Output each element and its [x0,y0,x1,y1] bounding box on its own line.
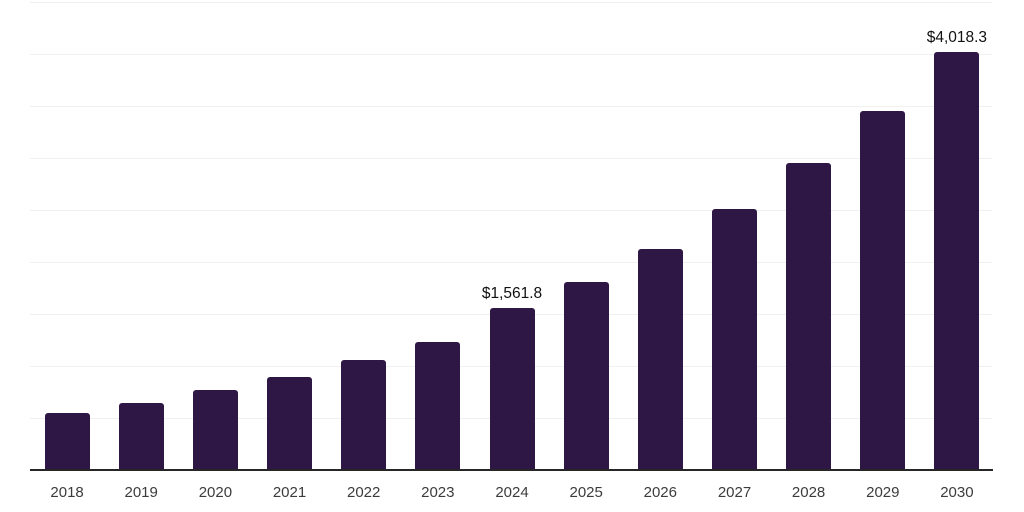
x-tick-label-2024: 2024 [495,484,529,501]
bar-2020 [192,389,238,470]
x-tick-label-2025: 2025 [569,484,603,501]
bar-2023 [415,342,461,470]
gridline-2000 [30,262,992,263]
x-tick-label-2028: 2028 [791,484,826,501]
x-tick-label-2019: 2019 [124,484,158,501]
bar-2029 [860,111,906,470]
x-tick-label-2023: 2023 [421,484,455,501]
bar-2021 [267,377,312,470]
x-tick-label-2020: 2020 [198,484,233,501]
bar-2028 [786,163,832,470]
x-tick-label-2030: 2030 [940,484,974,501]
x-tick-label-2018: 2018 [50,484,84,501]
gridline-3500 [30,106,992,107]
bar-2027 [712,209,757,470]
bar-2025 [563,282,609,470]
x-tick-label-2022: 2022 [347,484,381,501]
value-label-2030: $4,018.3 [926,29,988,47]
bar-2022 [341,359,387,470]
gridline-2500 [30,210,992,211]
x-tick-label-2029: 2029 [866,484,900,501]
bar-2030 [934,52,980,470]
value-label-2024: $1,561.8 [481,284,543,302]
gridline-4000 [30,54,992,55]
gridline-3000 [30,158,992,159]
x-axis-line [30,469,993,471]
bar-2018 [44,412,90,470]
bar-2019 [118,403,164,470]
x-tick-label-2021: 2021 [272,484,307,501]
x-tick-label-2027: 2027 [717,484,752,501]
bar-2026 [637,249,683,470]
x-tick-label-2026: 2026 [643,484,677,501]
bar-2024 [489,307,535,470]
gridline-4500 [30,2,992,3]
